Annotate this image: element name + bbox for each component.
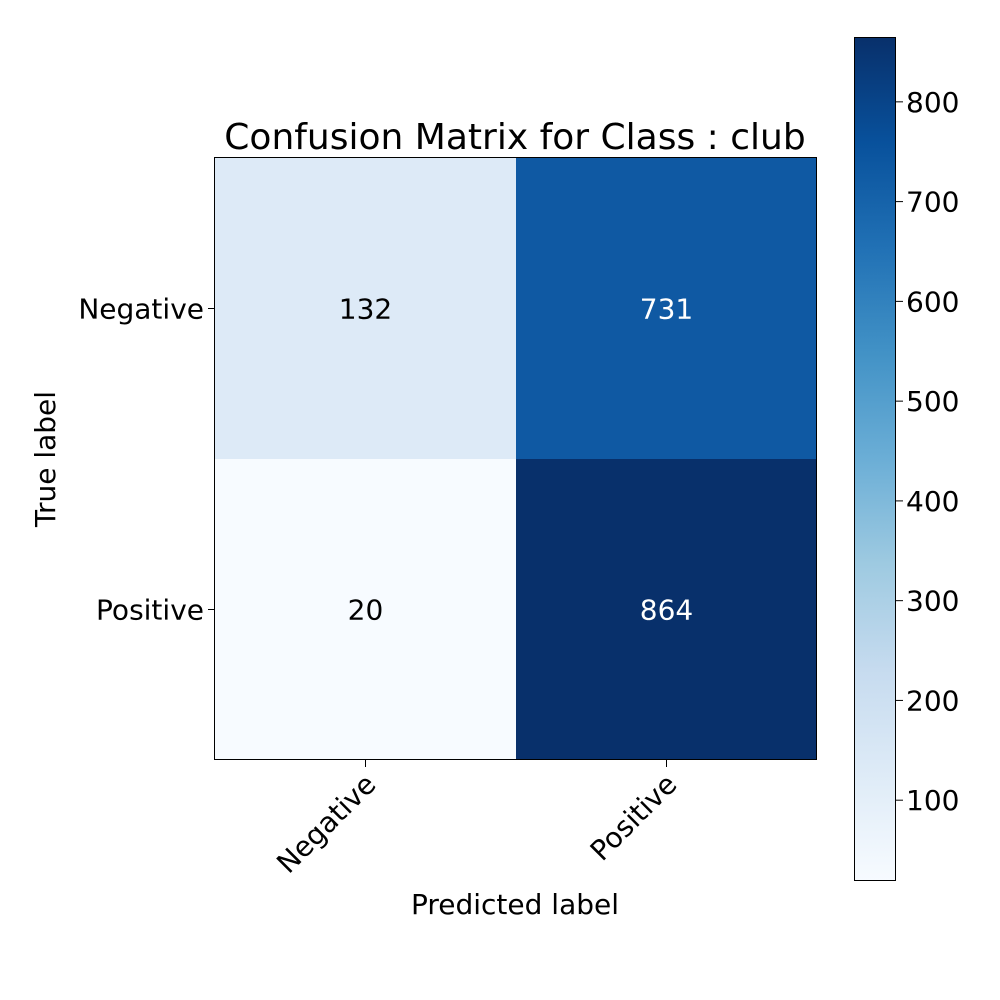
matrix-cell bbox=[516, 459, 817, 760]
x-tick-label: Positive bbox=[584, 768, 684, 868]
colorbar-tick-label: 200 bbox=[906, 684, 959, 717]
y-tick-label: Positive bbox=[96, 594, 204, 627]
cell-value-label: 132 bbox=[339, 293, 392, 326]
y-tick-label: Negative bbox=[78, 293, 204, 326]
x-tick-label: Negative bbox=[270, 768, 382, 880]
colorbar-ticks: 100 200 300 400 500 600 700 800 bbox=[896, 86, 959, 817]
matrix-cell bbox=[215, 158, 516, 459]
chart-title: Confusion Matrix for Class : club bbox=[224, 117, 805, 158]
colorbar-gradient bbox=[854, 37, 896, 881]
colorbar-tick-label: 600 bbox=[906, 285, 959, 318]
x-axis-title: Predicted label bbox=[411, 888, 619, 921]
cell-value-label: 731 bbox=[640, 293, 693, 326]
matrix-cells: 132 731 20 864 bbox=[215, 158, 817, 760]
x-axis-ticks: Negative Positive bbox=[270, 760, 683, 880]
colorbar-tick-label: 100 bbox=[906, 784, 959, 817]
colorbar-tick-label: 300 bbox=[906, 585, 959, 618]
colorbar: 100 200 300 400 500 600 700 800 bbox=[854, 37, 959, 881]
y-axis-title: True label bbox=[29, 391, 62, 528]
matrix-cell bbox=[516, 158, 817, 459]
cell-value-label: 20 bbox=[348, 594, 384, 627]
colorbar-tick-label: 700 bbox=[906, 186, 959, 219]
cell-value-label: 864 bbox=[640, 594, 693, 627]
matrix-cell bbox=[215, 459, 516, 760]
y-axis-ticks: Negative Positive bbox=[78, 293, 215, 627]
colorbar-tick-label: 500 bbox=[906, 385, 959, 418]
colorbar-tick-label: 400 bbox=[906, 485, 959, 518]
colorbar-tick-label: 800 bbox=[906, 86, 959, 119]
plot-frame bbox=[214, 157, 817, 760]
